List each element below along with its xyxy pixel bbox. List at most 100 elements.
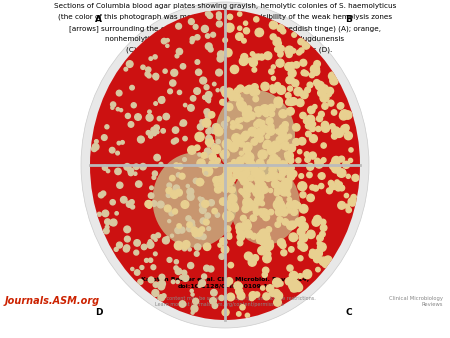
Circle shape — [248, 127, 257, 136]
Circle shape — [216, 69, 222, 76]
Circle shape — [197, 234, 202, 239]
Circle shape — [291, 203, 296, 208]
Circle shape — [208, 47, 213, 52]
Circle shape — [315, 81, 324, 90]
Circle shape — [256, 233, 264, 240]
Circle shape — [144, 259, 149, 262]
Circle shape — [263, 293, 270, 300]
Circle shape — [252, 168, 261, 178]
Circle shape — [204, 109, 210, 115]
Circle shape — [124, 245, 130, 251]
Circle shape — [288, 63, 295, 70]
Circle shape — [312, 218, 320, 226]
Circle shape — [258, 191, 264, 196]
Circle shape — [295, 202, 301, 208]
Circle shape — [151, 265, 156, 270]
Circle shape — [256, 54, 261, 60]
Ellipse shape — [153, 152, 238, 247]
Circle shape — [179, 301, 186, 307]
Circle shape — [290, 98, 297, 105]
Circle shape — [237, 312, 241, 316]
Text: C: C — [345, 308, 351, 317]
Circle shape — [160, 97, 164, 101]
Circle shape — [292, 32, 297, 37]
Circle shape — [259, 229, 270, 240]
Circle shape — [145, 72, 150, 76]
Circle shape — [124, 226, 130, 233]
Circle shape — [248, 258, 256, 266]
Circle shape — [273, 39, 279, 46]
Circle shape — [286, 76, 293, 84]
Circle shape — [343, 111, 352, 119]
Circle shape — [171, 280, 175, 284]
Circle shape — [187, 188, 194, 195]
Circle shape — [213, 177, 220, 184]
Circle shape — [263, 144, 268, 148]
Circle shape — [206, 129, 211, 134]
Circle shape — [151, 127, 156, 132]
Circle shape — [114, 247, 118, 251]
Circle shape — [279, 182, 287, 189]
Circle shape — [188, 104, 194, 111]
Circle shape — [182, 275, 189, 281]
Circle shape — [260, 237, 269, 246]
Circle shape — [201, 152, 207, 158]
Circle shape — [188, 248, 191, 251]
Circle shape — [280, 242, 286, 248]
Circle shape — [269, 166, 276, 173]
Circle shape — [166, 237, 169, 240]
Circle shape — [282, 219, 288, 225]
Circle shape — [203, 219, 209, 225]
Circle shape — [196, 178, 203, 186]
Circle shape — [220, 198, 227, 205]
Circle shape — [195, 60, 200, 64]
Circle shape — [296, 158, 301, 163]
Circle shape — [258, 150, 267, 159]
Circle shape — [229, 95, 235, 100]
Circle shape — [256, 119, 263, 126]
Text: [arrows] surrounding the colonies, resulting in a nonnatural reddish tinge) (A);: [arrows] surrounding the colonies, resul… — [69, 25, 381, 32]
Circle shape — [312, 68, 320, 75]
Circle shape — [316, 257, 320, 262]
Circle shape — [338, 103, 344, 109]
Circle shape — [297, 50, 302, 55]
Circle shape — [288, 173, 295, 180]
Circle shape — [234, 163, 243, 172]
Circle shape — [126, 201, 133, 207]
Circle shape — [279, 168, 288, 176]
Circle shape — [319, 111, 324, 117]
Circle shape — [158, 295, 164, 301]
Circle shape — [212, 82, 216, 86]
Circle shape — [246, 85, 253, 93]
Circle shape — [332, 156, 340, 165]
Circle shape — [348, 159, 353, 163]
Circle shape — [319, 173, 325, 179]
Circle shape — [266, 127, 275, 135]
Circle shape — [339, 112, 348, 120]
Circle shape — [314, 66, 320, 72]
Circle shape — [309, 152, 316, 159]
Circle shape — [268, 104, 275, 112]
Circle shape — [286, 201, 294, 209]
Circle shape — [329, 183, 336, 190]
Circle shape — [285, 63, 293, 71]
Circle shape — [255, 182, 264, 190]
Circle shape — [241, 176, 248, 183]
Circle shape — [226, 277, 233, 285]
Circle shape — [243, 155, 249, 162]
Circle shape — [269, 171, 279, 181]
Circle shape — [260, 164, 266, 170]
Circle shape — [313, 220, 318, 224]
Circle shape — [124, 67, 128, 71]
Circle shape — [290, 200, 299, 209]
Circle shape — [225, 168, 232, 175]
Circle shape — [166, 188, 172, 194]
Circle shape — [216, 12, 221, 17]
Circle shape — [338, 182, 342, 187]
Circle shape — [94, 140, 98, 143]
Circle shape — [255, 175, 264, 184]
Circle shape — [306, 123, 312, 129]
Circle shape — [243, 191, 250, 198]
Circle shape — [177, 163, 183, 169]
Circle shape — [238, 102, 247, 111]
